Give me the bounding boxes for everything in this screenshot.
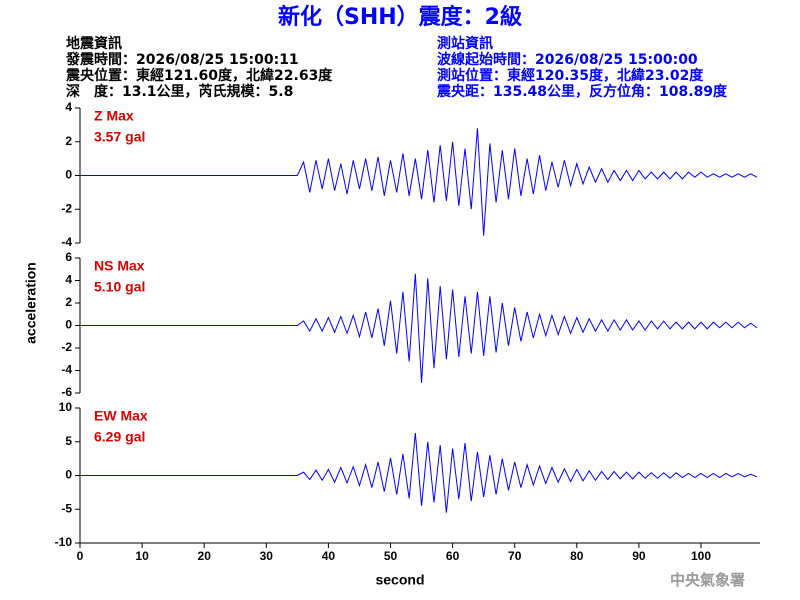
x-tick-label: 30 [260, 549, 274, 563]
info-line: 深 度：13.1公里，芮氏規模：5.8 [66, 83, 293, 100]
y-tick-label: -5 [61, 501, 72, 515]
info-heading: 地震資訊 [66, 35, 122, 52]
y-tick-label: 0 [65, 168, 72, 182]
y-tick-label: 0 [65, 468, 72, 482]
x-tick-label: 10 [135, 549, 149, 563]
max-annotation: 6.29 gal [94, 429, 145, 445]
y-tick-label: 2 [65, 134, 72, 148]
y-tick-label: 4 [65, 100, 72, 114]
station-line: 測站位置：東經120.35度，北緯23.02度 [437, 67, 704, 84]
x-tick-label: 90 [632, 549, 646, 563]
x-tick-label: 60 [446, 549, 460, 563]
y-tick-label: 0 [65, 318, 72, 332]
x-tick-label: 20 [198, 549, 212, 563]
y-tick-label: 6 [65, 250, 72, 264]
x-axis-label: second [375, 572, 424, 588]
max-annotation: 3.57 gal [94, 129, 145, 145]
y-tick-label: -2 [61, 201, 72, 215]
max-annotation: EW Max [94, 408, 148, 424]
waveform [80, 273, 758, 383]
max-annotation: Z Max [94, 108, 134, 124]
y-tick-label: 4 [65, 273, 72, 287]
x-tick-label: 50 [384, 549, 398, 563]
info-line: 發震時間：2026/08/25 15:00:11 [65, 51, 299, 68]
y-tick-label: -10 [55, 535, 73, 549]
station-line: 震央距：135.48公里，反方位角：108.89度 [436, 83, 728, 100]
waveform [80, 128, 758, 236]
info-line: 震央位置：東經121.60度，北緯22.63度 [65, 67, 333, 84]
max-annotation: NS Max [94, 258, 145, 274]
y-tick-label: 2 [65, 295, 72, 309]
footer: 中央氣象署 [670, 571, 745, 589]
station-heading: 測站資訊 [437, 35, 493, 52]
x-tick-label: 40 [322, 549, 336, 563]
chart-title: 新化（SHH）震度：2級 [278, 4, 522, 30]
y-tick-label: 5 [65, 434, 72, 448]
y-tick-label: -4 [61, 235, 72, 249]
y-axis-label: acceleration [23, 262, 39, 344]
y-tick-label: 10 [59, 400, 73, 414]
x-tick-label: 0 [77, 549, 84, 563]
station-line: 波線起始時間：2026/08/25 15:00:00 [437, 51, 698, 68]
x-tick-label: 80 [570, 549, 584, 563]
max-annotation: 5.10 gal [94, 279, 145, 295]
y-tick-label: -4 [61, 363, 72, 377]
x-tick-label: 100 [691, 549, 711, 563]
y-tick-label: -6 [61, 385, 72, 399]
y-tick-label: -2 [61, 340, 72, 354]
x-tick-label: 70 [508, 549, 522, 563]
waveform [80, 432, 758, 513]
